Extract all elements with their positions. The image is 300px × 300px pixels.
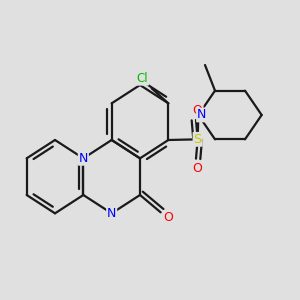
Text: O: O <box>193 103 202 116</box>
Text: N: N <box>197 109 206 122</box>
Text: O: O <box>163 211 173 224</box>
Text: S: S <box>194 133 202 146</box>
Text: O: O <box>193 162 202 175</box>
Text: Cl: Cl <box>136 72 148 85</box>
Text: N: N <box>107 207 116 220</box>
Text: N: N <box>79 152 88 165</box>
